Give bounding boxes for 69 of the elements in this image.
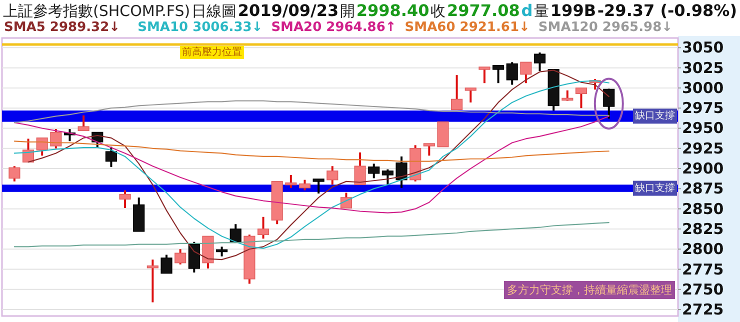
- chart-subtitle: 日線圖: [191, 2, 236, 20]
- candlestick: [146, 258, 158, 304]
- y-tick-label: 2975: [682, 99, 724, 118]
- candlestick: [603, 88, 615, 120]
- candlestick: [174, 248, 186, 266]
- candlestick: [464, 86, 476, 104]
- candlestick: [285, 174, 297, 189]
- y-tick-label: 2800: [682, 240, 724, 258]
- candlestick: [368, 162, 380, 180]
- candlestick: [50, 128, 62, 150]
- band-label: 缺口支撐: [635, 182, 675, 194]
- text: 2019/09/23: [238, 1, 339, 20]
- candlestick: [396, 155, 408, 189]
- line-series: [14, 116, 610, 214]
- candlestick: [575, 86, 588, 110]
- text: -29.37 (-0.98%): [597, 1, 737, 20]
- text: 量: [534, 2, 550, 20]
- y-tick-label: 2950: [682, 119, 724, 138]
- candlestick: [160, 254, 172, 274]
- text: SMA20 2964.86↑: [271, 20, 396, 35]
- candlestick: [506, 61, 518, 86]
- candlestick: [534, 52, 546, 72]
- text: d: [521, 1, 533, 20]
- text: SMA10 3006.33↓: [138, 20, 263, 35]
- y-tick-label: 2825: [682, 220, 724, 238]
- y-tick-label: 2775: [682, 260, 724, 278]
- candlestick: [78, 114, 90, 132]
- candlestick: [423, 142, 435, 157]
- y-tick-label: 2875: [682, 180, 724, 198]
- y-tick-label: 2925: [682, 139, 724, 158]
- candlestick: [298, 178, 311, 192]
- candlestick: [216, 246, 228, 258]
- text: 收: [430, 2, 446, 20]
- line-series: [14, 222, 610, 248]
- candlestick: [492, 64, 504, 84]
- text: SMA5 2989.32↓: [4, 20, 120, 35]
- candlestick: [340, 192, 352, 210]
- candlestick: [119, 189, 131, 210]
- candlestick: [230, 223, 242, 244]
- y-tick-label: 3050: [682, 38, 724, 57]
- y-tick-label: 3025: [682, 58, 724, 77]
- y-tick-label: 2900: [682, 160, 724, 178]
- y-tick-label: 3000: [682, 78, 724, 97]
- candlestick: [312, 178, 324, 195]
- candlestick: [36, 136, 48, 157]
- annotation: 多方力守支撐，持續量縮震盪整理: [507, 284, 672, 296]
- candlestick: [520, 61, 532, 84]
- text: 199B: [550, 1, 596, 20]
- candlestick: [105, 146, 117, 168]
- candlestick: [257, 216, 270, 240]
- text: 2998.40: [356, 1, 430, 20]
- candlestick: [8, 165, 20, 182]
- y-tick-label: 2750: [682, 280, 724, 298]
- y-tick-label: 2850: [682, 200, 724, 218]
- band-label: 缺口支撐: [635, 110, 675, 122]
- candlestick: [562, 89, 574, 102]
- candlestick: [478, 66, 490, 84]
- text: SMA120 2965.98↓: [538, 20, 673, 35]
- text: 2977.08: [446, 1, 520, 20]
- candlestick: [451, 74, 463, 111]
- line-series: [14, 100, 610, 124]
- text: SMA60 2921.61↓: [404, 20, 530, 35]
- ref-line-label: 前高壓力位置: [182, 46, 242, 58]
- y-tick-label: 2725: [682, 300, 724, 319]
- chart-title: 上証參考指數(SHCOMP.FS): [3, 2, 190, 20]
- candlestick: [326, 165, 338, 186]
- text: 開: [340, 2, 355, 20]
- candlestick: [382, 168, 394, 186]
- candlestick: [354, 151, 366, 186]
